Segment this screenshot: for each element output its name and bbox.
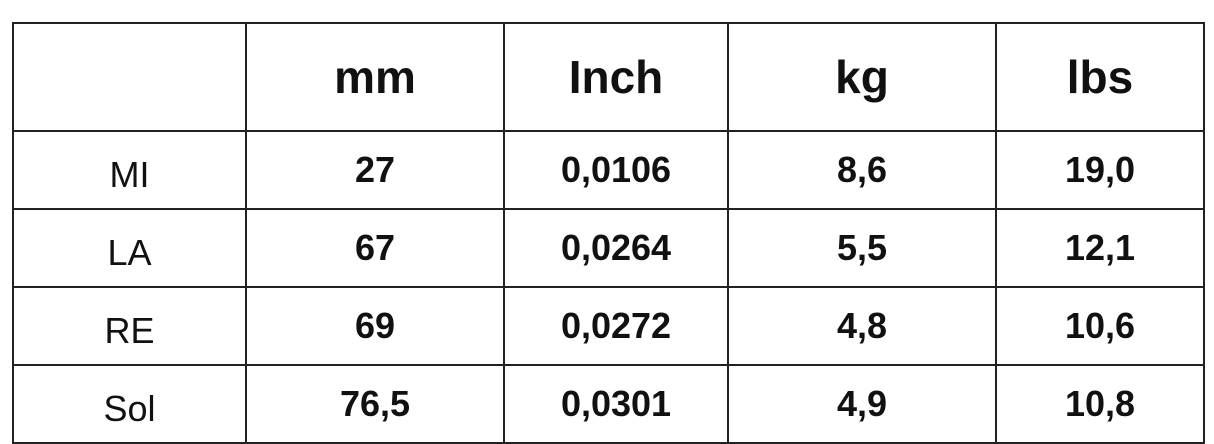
table-cell: 4,9 [727, 364, 997, 444]
table-row: RE 69 0,0272 4,8 10,6 [12, 286, 1205, 366]
header-kg: kg [727, 22, 997, 132]
table-row: LA 67 0,0264 5,5 12,1 [12, 208, 1205, 288]
table-cell: 0,0264 [503, 208, 729, 288]
row-label: RE [12, 286, 247, 366]
row-label: MI [12, 130, 247, 210]
table-cell: 27 [245, 130, 505, 210]
table-cell: 10,6 [995, 286, 1205, 366]
table-cell: 12,1 [995, 208, 1205, 288]
table-cell: 0,0272 [503, 286, 729, 366]
table-cell: 10,8 [995, 364, 1205, 444]
table-row: MI 27 0,0106 8,6 19,0 [12, 130, 1205, 210]
header-empty [12, 22, 247, 132]
row-label: LA [12, 208, 247, 288]
table-cell: 0,0106 [503, 130, 729, 210]
header-row: mm Inch kg lbs [12, 22, 1205, 132]
table-cell: 69 [245, 286, 505, 366]
table-cell: 67 [245, 208, 505, 288]
table-cell: 5,5 [727, 208, 997, 288]
table-row: Sol 76,5 0,0301 4,9 10,8 [12, 364, 1205, 444]
header-inch: Inch [503, 22, 729, 132]
header-mm: mm [245, 22, 505, 132]
table-cell: 19,0 [995, 130, 1205, 210]
table-cell: 4,8 [727, 286, 997, 366]
table-cell: 76,5 [245, 364, 505, 444]
header-lbs: lbs [995, 22, 1205, 132]
table-cell: 0,0301 [503, 364, 729, 444]
table-cell: 8,6 [727, 130, 997, 210]
measurement-table: mm Inch kg lbs MI 27 0,0106 8,6 19,0 LA 67 0,02… [12, 22, 1205, 444]
row-label: Sol [12, 364, 247, 444]
